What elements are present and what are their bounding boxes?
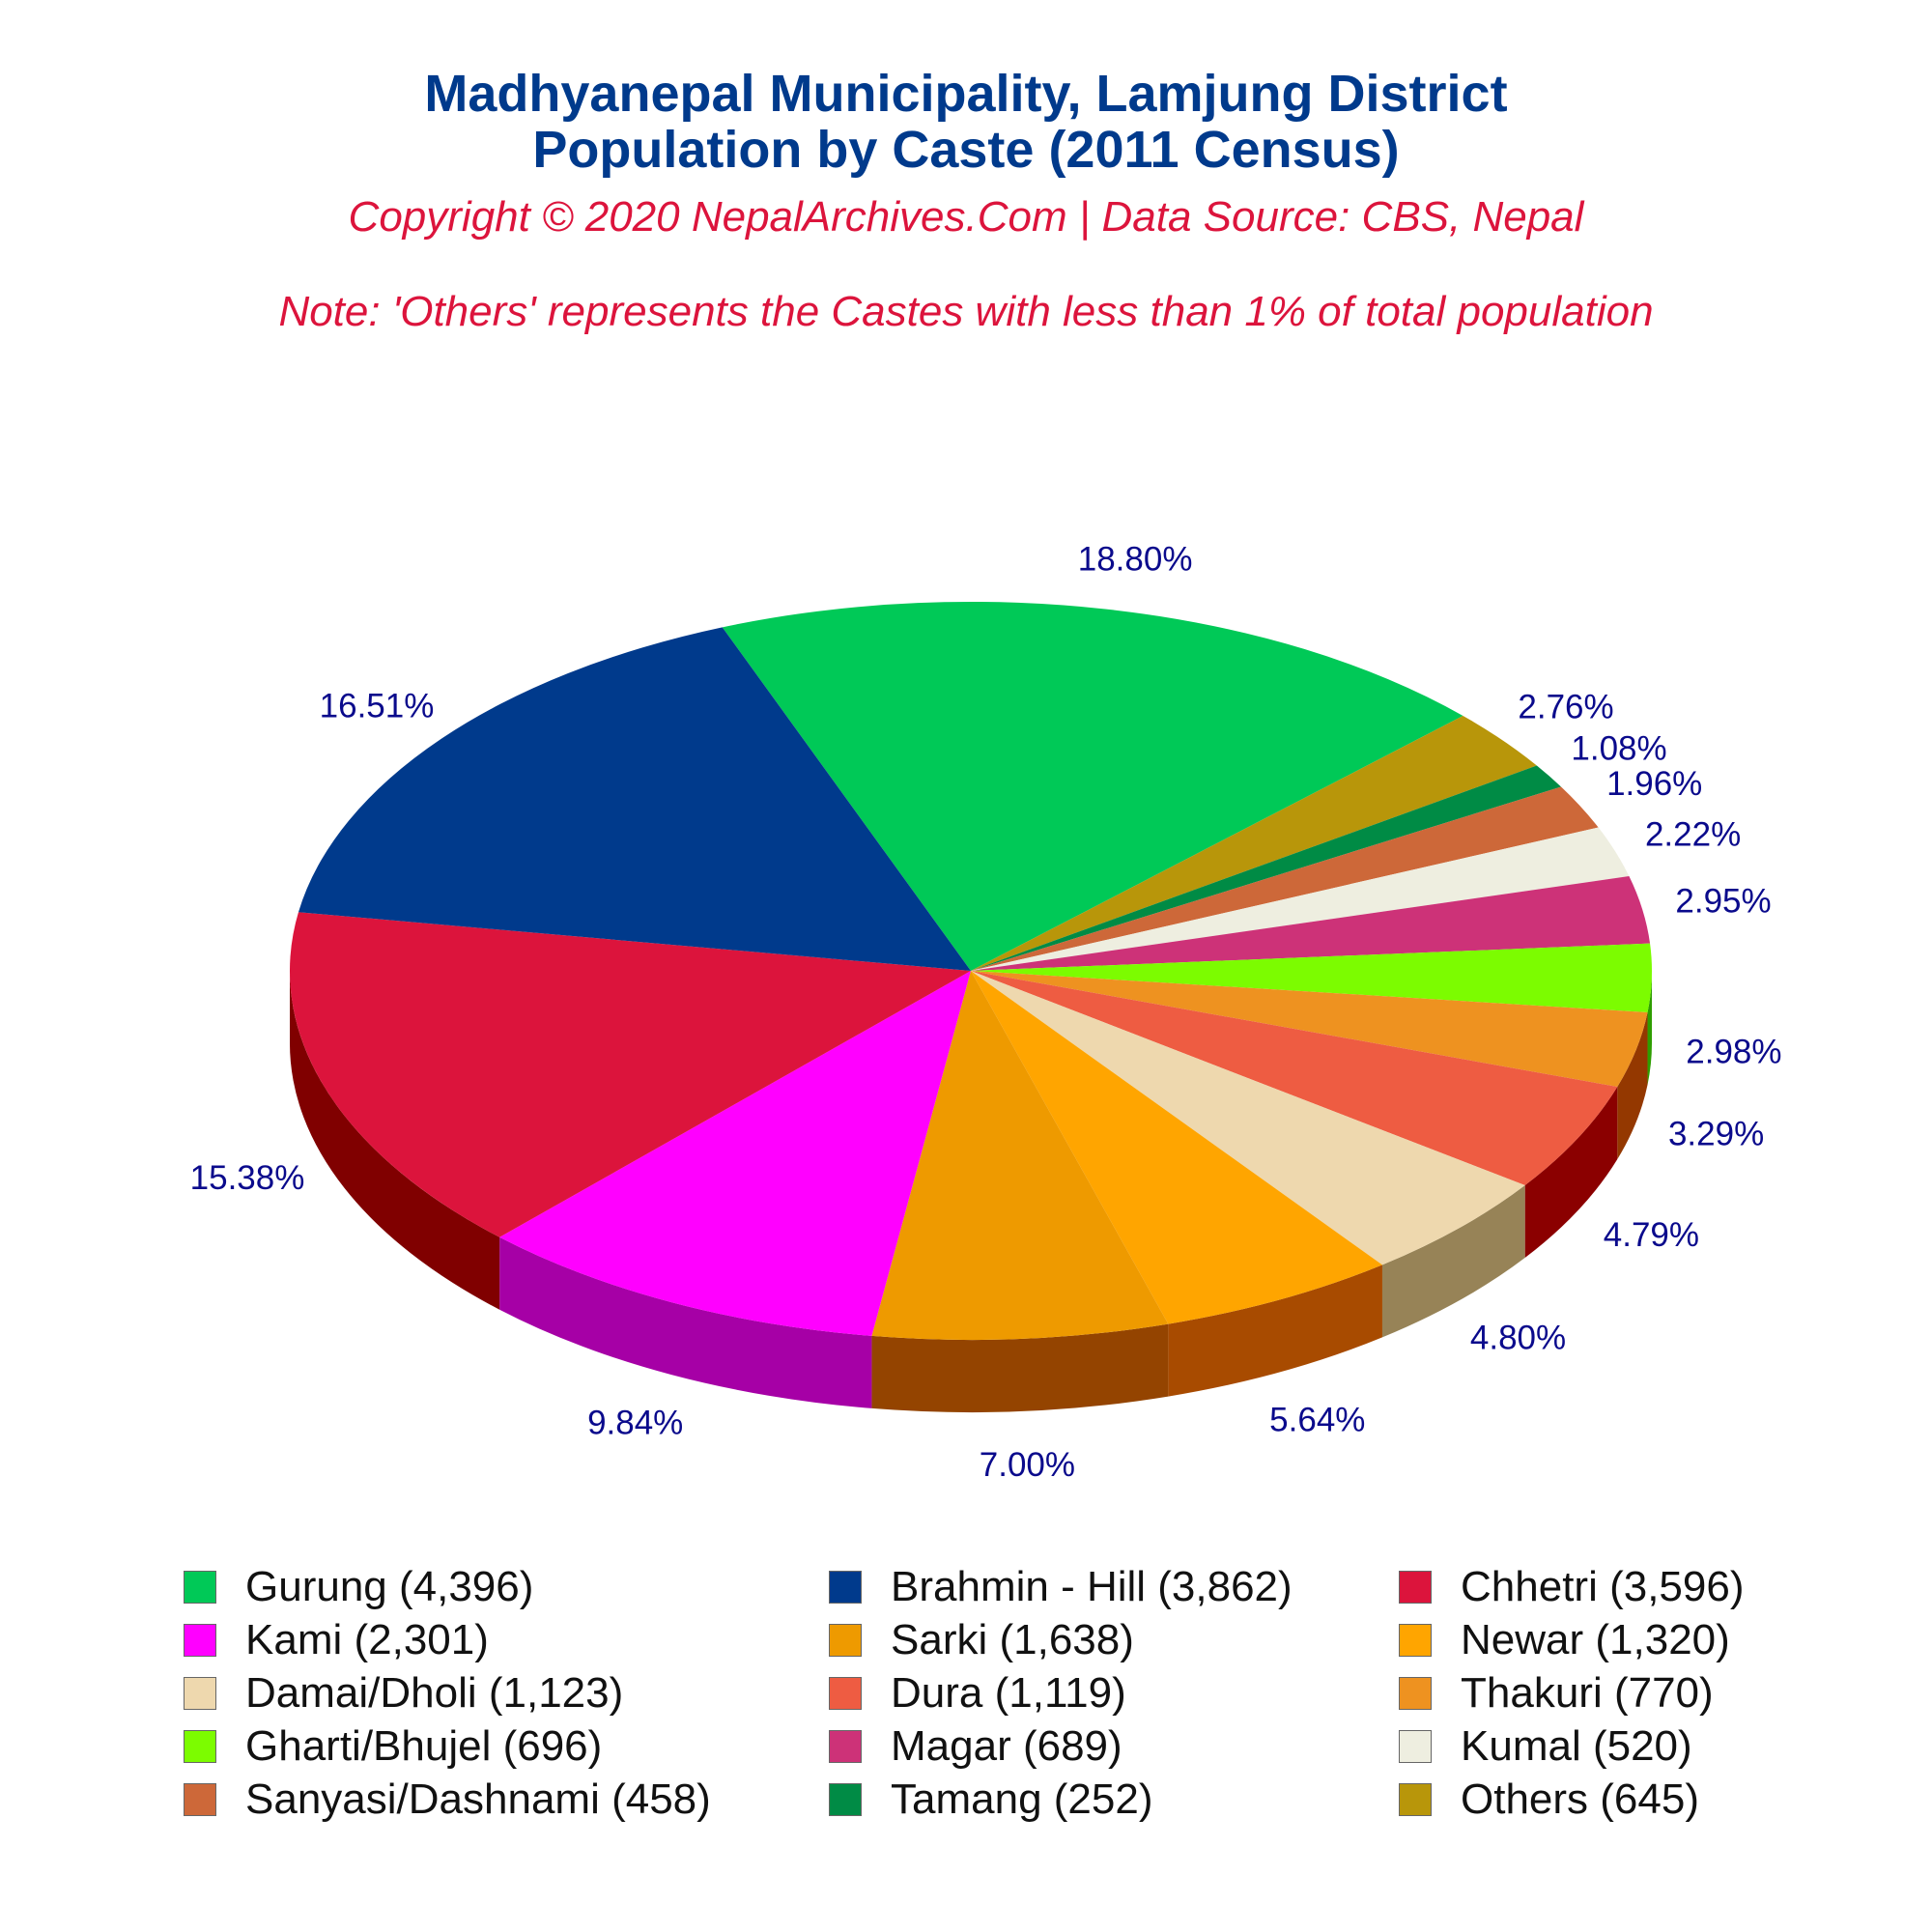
legend-label: Kami (2,301) (245, 1616, 489, 1663)
legend-item-others: Others (645) (1399, 1776, 1699, 1824)
pie-side-dura (1524, 1087, 1618, 1259)
pie-slice-kumal (971, 827, 1630, 971)
pie-slice-magar (971, 876, 1651, 971)
pie-slices (289, 602, 1652, 1340)
pie-slice-sanyasi-dashnami (971, 786, 1599, 971)
pie-label-kumal: 2.22% (1645, 816, 1741, 854)
legend-item-sarki: Sarki (1,638) (829, 1616, 1134, 1664)
pie-label-others: 2.76% (1518, 688, 1613, 725)
pie-slice-gharti-bhujel (971, 943, 1652, 1012)
legend-swatch (184, 1730, 216, 1763)
pie-label-chhetri: 15.38% (190, 1159, 305, 1197)
legend-label: Brahmin - Hill (3,862) (891, 1563, 1293, 1610)
legend-swatch (184, 1677, 216, 1710)
legend-label: Sarki (1,638) (891, 1616, 1134, 1663)
legend-swatch (829, 1571, 862, 1604)
legend-label: Magar (689) (891, 1722, 1122, 1770)
legend-swatch (184, 1571, 216, 1604)
legend-label: Newar (1,320) (1461, 1616, 1730, 1663)
pie-slice-thakuri (971, 971, 1648, 1088)
copyright-text: Copyright © 2020 NepalArchives.Com | Dat… (348, 193, 1584, 241)
legend-item-thakuri: Thakuri (770) (1399, 1669, 1714, 1718)
legend-item-dura: Dura (1,119) (829, 1669, 1126, 1718)
pie-label-damai-dholi: 4.80% (1470, 1320, 1566, 1357)
pie-side-sarki (871, 1323, 1169, 1412)
legend-swatch (1399, 1677, 1432, 1710)
legend-label: Tamang (252) (891, 1776, 1153, 1823)
pie-slice-chhetri (289, 912, 972, 1237)
legend-swatch (829, 1677, 862, 1710)
pie-slice-others (971, 715, 1537, 971)
chart-title-line2: Population by Caste (2011 Census) (532, 121, 1400, 179)
legend-item-gurung: Gurung (4,396) (184, 1563, 533, 1611)
legend-label: Gurung (4,396) (245, 1563, 534, 1610)
pie-slice-newar (971, 971, 1382, 1324)
pie-slice-kami (499, 971, 971, 1336)
pie-label-kami: 9.84% (587, 1405, 683, 1442)
pie-slice-damai-dholi (971, 971, 1525, 1265)
pie-side-damai-dholi (1381, 1185, 1525, 1338)
legend-swatch (829, 1783, 862, 1816)
pie-label-sanyasi-dashnami: 1.96% (1606, 765, 1702, 803)
legend-swatch (184, 1783, 216, 1816)
legend-swatch (1399, 1783, 1432, 1816)
pie-labels: 18.80% 2.76% 1.08%1.96% 2.22% 2.95% 2.98% 3.29… (190, 540, 1782, 1484)
pie-side-kami (499, 1236, 872, 1408)
pie-slice-dura (971, 971, 1618, 1186)
legend-item-kumal: Kumal (520) (1399, 1722, 1692, 1771)
note-text: Note: 'Others' represents the Castes wit… (278, 288, 1654, 335)
legend-item-sanyasi-dashnami: Sanyasi/Dashnami (458) (184, 1776, 711, 1824)
legend-swatch (1399, 1730, 1432, 1763)
pie-label-newar: 5.64% (1269, 1401, 1365, 1438)
pie-side-chhetri (290, 971, 500, 1310)
pie-side-newar (1168, 1264, 1382, 1397)
legend-swatch (184, 1624, 216, 1657)
legend-label: Kumal (520) (1461, 1722, 1692, 1770)
legend-item-gharti-bhujel: Gharti/Bhujel (696) (184, 1722, 602, 1771)
pie-sides (290, 971, 1652, 1412)
legend-item-tamang: Tamang (252) (829, 1776, 1152, 1824)
pie-side-gharti-bhujel (1647, 971, 1652, 1085)
pie-slice-tamang (971, 765, 1562, 971)
legend-swatch (1399, 1624, 1432, 1657)
pie-label-thakuri: 3.29% (1668, 1116, 1764, 1153)
legend-label: Sanyasi/Dashnami (458) (245, 1776, 711, 1823)
pie-label-brahmin-hill: 16.51% (320, 688, 435, 725)
legend-label: Dura (1,119) (891, 1669, 1126, 1717)
legend-swatch (1399, 1571, 1432, 1604)
legend-item-chhetri: Chhetri (3,596) (1399, 1563, 1744, 1611)
pie-side-thakuri (1617, 1011, 1648, 1160)
chart-title-line1: Madhyanepal Municipality, Lamjung Distri… (424, 65, 1508, 123)
legend-item-brahmin-hill: Brahmin - Hill (3,862) (829, 1563, 1293, 1611)
legend-label: Thakuri (770) (1461, 1669, 1714, 1717)
legend-item-magar: Magar (689) (829, 1722, 1122, 1771)
pie-label-sarki: 7.00% (980, 1446, 1075, 1484)
pie-slice-sarki (871, 971, 1169, 1340)
legend-swatch (829, 1730, 862, 1763)
legend-item-kami: Kami (2,301) (184, 1616, 489, 1664)
pie-label-gharti-bhujel: 2.98% (1686, 1033, 1781, 1070)
pie-slice-brahmin-hill (298, 627, 971, 971)
legend-label: Chhetri (3,596) (1461, 1563, 1745, 1610)
legend-item-damai-dholi: Damai/Dholi (1,123) (184, 1669, 623, 1718)
pie-label-tamang: 1.08% (1571, 729, 1666, 767)
pie-slice-gurung (722, 602, 1463, 971)
legend-label: Others (645) (1461, 1776, 1699, 1823)
pie-label-magar: 2.95% (1675, 882, 1771, 920)
legend-label: Gharti/Bhujel (696) (245, 1722, 603, 1770)
legend-swatch (829, 1624, 862, 1657)
pie-label-gurung: 18.80% (1078, 540, 1193, 578)
legend-item-newar: Newar (1,320) (1399, 1616, 1730, 1664)
legend-label: Damai/Dholi (1,123) (245, 1669, 624, 1717)
pie-label-dura: 4.79% (1604, 1216, 1699, 1254)
